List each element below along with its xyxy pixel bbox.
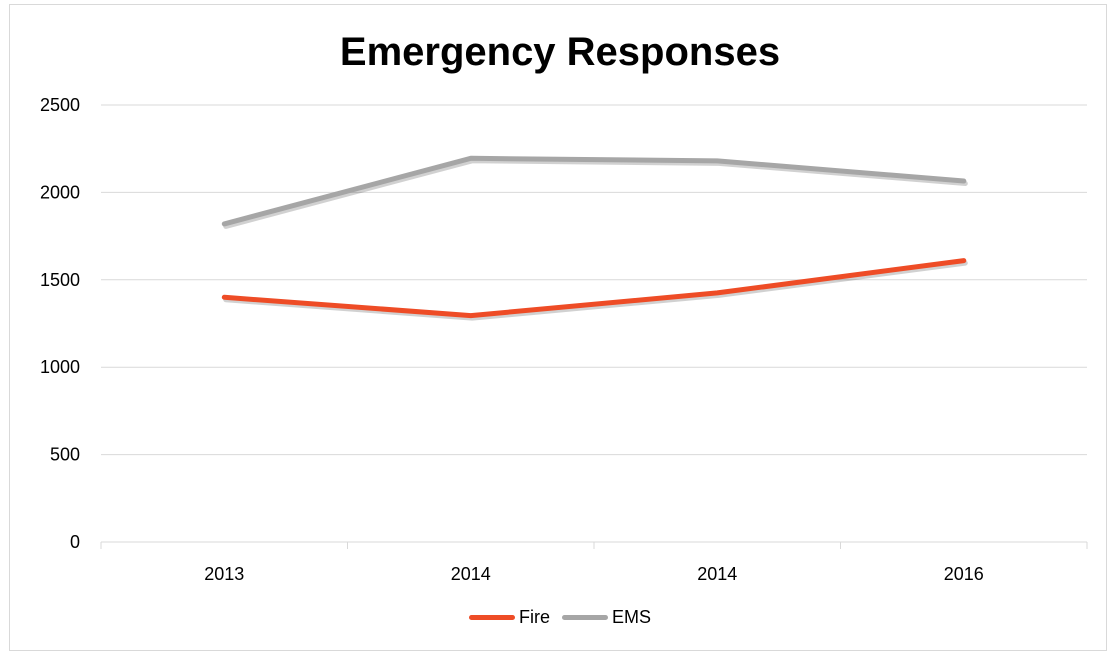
legend: Fire EMS xyxy=(0,607,1120,628)
x-tick-label: 2014 xyxy=(451,564,491,584)
series-line-ems xyxy=(221,155,967,227)
y-tick-labels: 0 500 1000 1500 2000 2500 xyxy=(40,95,80,552)
chart-title: Emergency Responses xyxy=(339,30,781,74)
legend-label: EMS xyxy=(611,607,651,627)
x-axis xyxy=(100,541,1088,549)
y-tick-label: 2000 xyxy=(40,182,80,202)
legend-label: Fire xyxy=(518,607,550,627)
y-tick-label: 1000 xyxy=(40,357,80,377)
y-tick-label: 0 xyxy=(70,532,80,552)
y-gridlines xyxy=(101,104,1087,456)
y-tick-label: 500 xyxy=(50,445,80,465)
x-tick-label: 2014 xyxy=(697,564,737,584)
y-tick-label: 1500 xyxy=(40,270,80,290)
x-tick-label: 2013 xyxy=(204,564,244,584)
legend-item-fire: Fire xyxy=(468,607,550,628)
legend-swatch xyxy=(561,615,608,620)
x-tick-labels: 2013 2014 2014 2016 xyxy=(204,564,984,584)
chart-frame xyxy=(9,4,1107,651)
series-lines xyxy=(221,155,968,321)
x-tick-label: 2016 xyxy=(944,564,984,584)
series-line-fire xyxy=(221,258,967,319)
legend-swatch xyxy=(468,615,515,620)
series-line-shadow xyxy=(223,260,968,321)
legend-item-ems: EMS xyxy=(561,607,651,628)
y-tick-label: 2500 xyxy=(40,95,80,115)
